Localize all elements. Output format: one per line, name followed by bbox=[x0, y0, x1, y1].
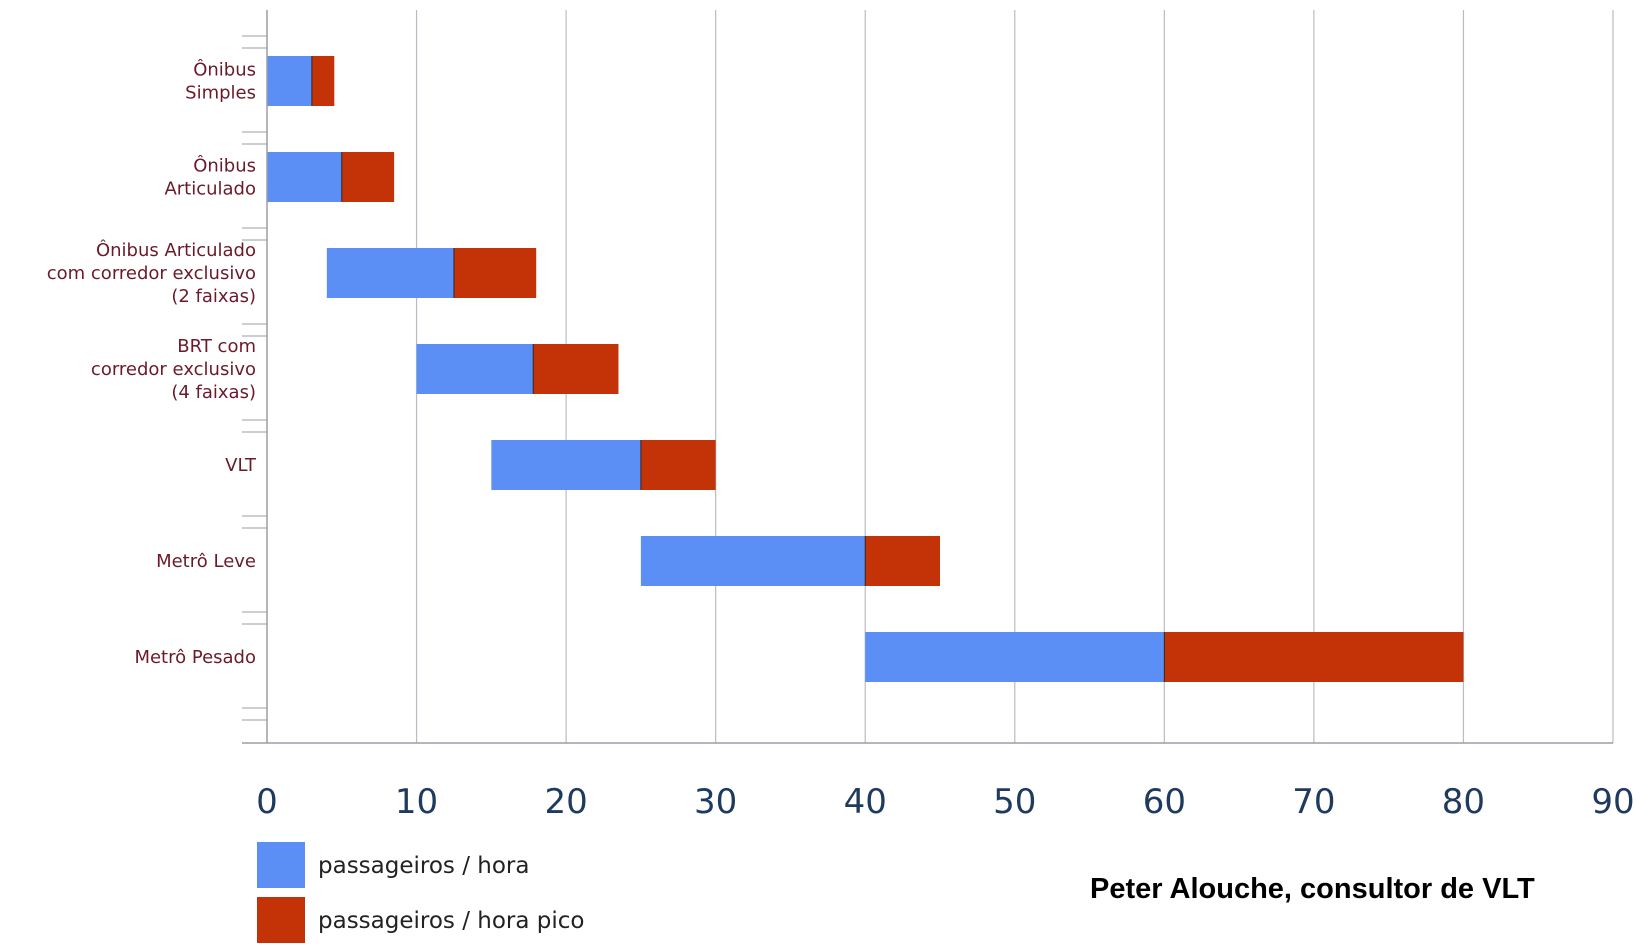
bar-passageiros-hora-pico bbox=[341, 152, 395, 202]
legend-swatch bbox=[257, 897, 305, 943]
category-label: Ônibus Articulado bbox=[164, 155, 256, 200]
legend-swatch bbox=[257, 842, 305, 888]
x-tick-label: 0 bbox=[256, 782, 278, 822]
category-label: BRT com corredor exclusivo (4 faixas) bbox=[91, 336, 256, 403]
bar-passageiros-hora bbox=[267, 56, 312, 106]
bar-passageiros-hora bbox=[865, 632, 1165, 682]
legend-label: passageiros / hora bbox=[318, 853, 529, 879]
bar-passageiros-hora-pico bbox=[453, 248, 537, 298]
category-label: Metrô Pesado bbox=[134, 647, 256, 668]
legend-label: passageiros / hora pico bbox=[318, 908, 585, 934]
bar-passageiros-hora-pico bbox=[640, 440, 716, 490]
bar-passageiros-hora bbox=[267, 152, 342, 202]
bar-passageiros-hora bbox=[640, 536, 866, 586]
bar-passageiros-hora-pico bbox=[311, 56, 335, 106]
x-tick-label: 30 bbox=[694, 782, 737, 822]
x-tick-label: 80 bbox=[1442, 782, 1485, 822]
x-tick-label: 50 bbox=[993, 782, 1036, 822]
category-label: VLT bbox=[225, 455, 257, 476]
bar-passageiros-hora bbox=[491, 440, 641, 490]
x-tick-label: 20 bbox=[544, 782, 587, 822]
bar-passageiros-hora-pico bbox=[865, 536, 940, 586]
bar-passageiros-hora-pico bbox=[1164, 632, 1464, 682]
x-tick-label: 10 bbox=[395, 782, 438, 822]
bar-passageiros-hora-pico bbox=[533, 344, 619, 394]
source-credit: Peter Alouche, consultor de VLT bbox=[1090, 873, 1535, 905]
category-label: Ônibus Simples bbox=[185, 59, 256, 104]
x-tick-label: 90 bbox=[1591, 782, 1634, 822]
category-label: Metrô Leve bbox=[156, 551, 256, 572]
bar-passageiros-hora bbox=[326, 248, 454, 298]
bar-passageiros-hora bbox=[416, 344, 534, 394]
x-tick-label: 60 bbox=[1143, 782, 1186, 822]
category-label: Ônibus Articulado com corredor exclusivo(… bbox=[47, 239, 256, 307]
x-tick-label: 40 bbox=[844, 782, 887, 822]
x-tick-label: 70 bbox=[1292, 782, 1335, 822]
